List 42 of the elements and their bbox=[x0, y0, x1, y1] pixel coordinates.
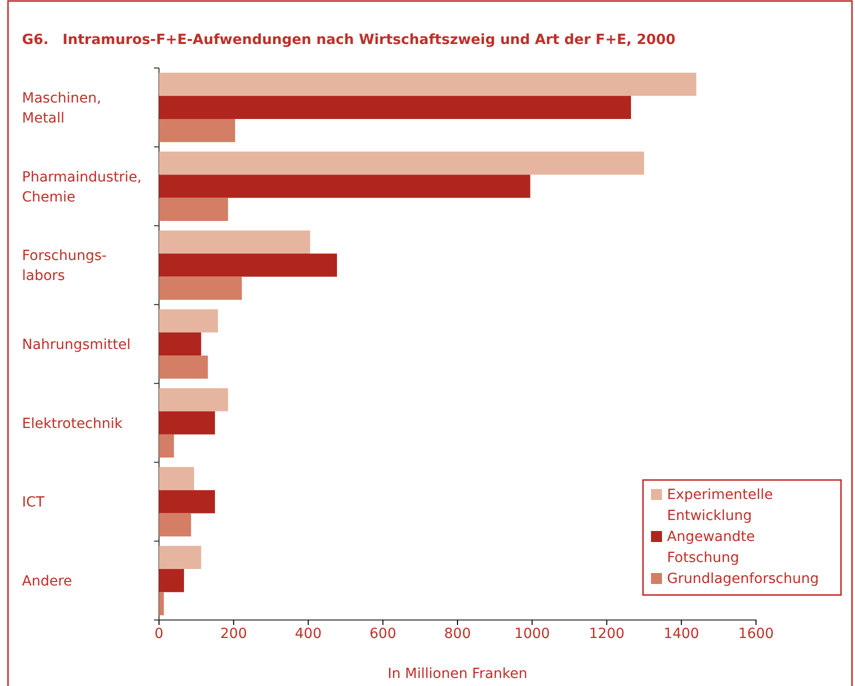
x-tick-label: 800 bbox=[444, 626, 471, 642]
x-tick-label: 1000 bbox=[514, 626, 550, 642]
bar bbox=[159, 174, 530, 198]
bar bbox=[159, 230, 310, 254]
x-tick-label: 400 bbox=[294, 626, 322, 642]
bar bbox=[159, 388, 228, 412]
y-tick-label: Pharmaindustrie, Chemie bbox=[22, 169, 142, 206]
bar bbox=[159, 309, 218, 332]
bar bbox=[159, 411, 215, 434]
legend-label: Experimentelle Entwicklung bbox=[667, 487, 773, 524]
bar bbox=[159, 569, 184, 592]
bar bbox=[159, 592, 164, 616]
x-tick-label: 1600 bbox=[738, 626, 774, 642]
y-tick-label: ICT bbox=[22, 494, 45, 511]
bar bbox=[159, 118, 236, 142]
y-tick-label: Elektrotechnik bbox=[22, 416, 124, 432]
legend-label: Grundlagenforschung bbox=[667, 571, 819, 587]
x-axis-title: In Millionen Franken bbox=[388, 666, 528, 682]
y-tick-label: Maschinen, Metall bbox=[22, 90, 102, 126]
bar bbox=[159, 332, 202, 356]
y-tick-label: Forschungs- labors bbox=[22, 248, 107, 284]
bar bbox=[159, 467, 194, 490]
x-tick-label: 600 bbox=[370, 626, 396, 642]
bar bbox=[159, 72, 696, 96]
bar bbox=[159, 152, 644, 175]
bar bbox=[159, 96, 632, 119]
bar bbox=[159, 546, 202, 570]
bar bbox=[159, 490, 215, 514]
legend-label: Angewandte Fotschung bbox=[667, 529, 755, 566]
x-tick-label: 200 bbox=[220, 626, 247, 642]
y-tick-label: Nahrungsmittel bbox=[22, 337, 131, 353]
y-tick-label: Andere bbox=[22, 574, 72, 590]
bar bbox=[159, 434, 174, 458]
x-tick-label: 1200 bbox=[588, 626, 625, 642]
bar bbox=[159, 276, 242, 300]
bar bbox=[159, 254, 337, 277]
bar bbox=[159, 356, 208, 379]
bar bbox=[159, 198, 228, 221]
x-tick-label: 1400 bbox=[664, 626, 700, 642]
x-tick-label: 0 bbox=[154, 626, 164, 642]
chart-title: G6. Intramuros-F+E-Aufwendungen nach Wirtschaftszweig und Art der F+E, 2000 bbox=[22, 32, 676, 48]
bar bbox=[159, 513, 192, 536]
